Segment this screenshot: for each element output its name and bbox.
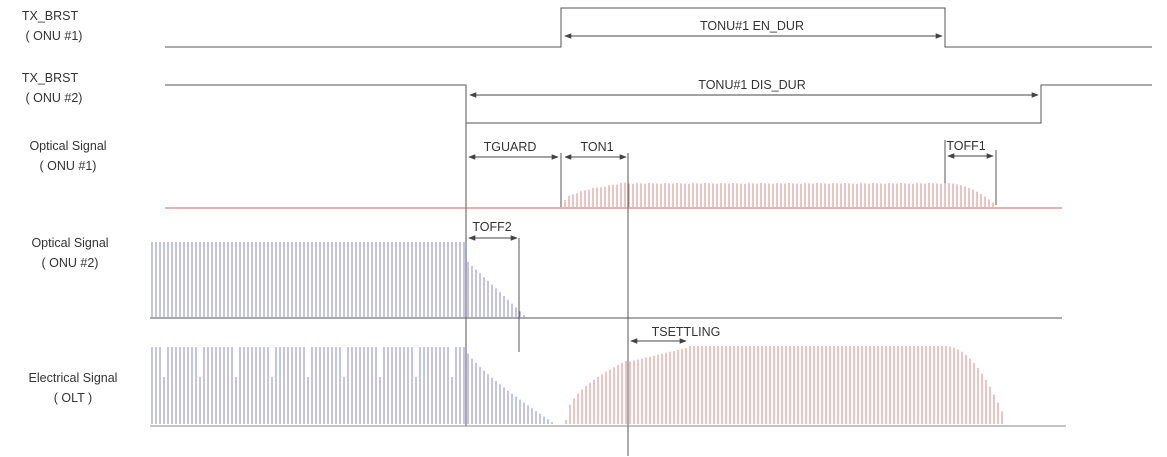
ton1-label: TON1 <box>580 140 613 154</box>
tonu1-dis-dur-label: TONU#1 DIS_DUR <box>698 78 805 92</box>
row-label-line2: ( ONU #1) <box>26 29 83 43</box>
tguard-label: TGUARD <box>484 140 537 154</box>
row-label-tx-brst-onu2: TX_BRST ( ONU #2) <box>22 71 83 105</box>
row-label-line2: ( ONU #2) <box>42 256 99 270</box>
optical-onu1-signal <box>564 182 994 207</box>
row-label-line1: Electrical Signal <box>29 371 118 385</box>
tx-brst-onu2-waveform <box>165 84 1152 124</box>
row-label-line1: Optical Signal <box>29 139 106 153</box>
row-label-electrical-olt: Electrical Signal ( OLT ) <box>29 371 118 405</box>
tsettling-label: TSETTLING <box>652 325 721 339</box>
toff2-label: TOFF2 <box>472 220 511 234</box>
row-label-line2: ( OLT ) <box>54 391 92 405</box>
optical-onu2-signal <box>151 242 525 317</box>
row-label-line1: Optical Signal <box>31 236 108 250</box>
row-label-line2: ( ONU #2) <box>26 91 83 105</box>
tonu1-en-dur-label: TONU#1 EN_DUR <box>700 19 804 33</box>
electrical-olt-onu1-signal <box>565 346 1003 424</box>
row-label-line1: TX_BRST <box>22 9 79 23</box>
toff1-label: TOFF1 <box>946 139 985 153</box>
electrical-olt-onu2-signal <box>151 347 553 424</box>
row-label-line1: TX_BRST <box>22 71 79 85</box>
row-label-optical-onu1: Optical Signal ( ONU #1) <box>29 139 106 173</box>
tx-brst-onu1-waveform <box>165 7 1152 48</box>
row-label-line2: ( ONU #1) <box>40 159 97 173</box>
row-label-tx-brst-onu1: TX_BRST ( ONU #1) <box>22 9 83 43</box>
row-label-optical-onu2: Optical Signal ( ONU #2) <box>31 236 108 270</box>
